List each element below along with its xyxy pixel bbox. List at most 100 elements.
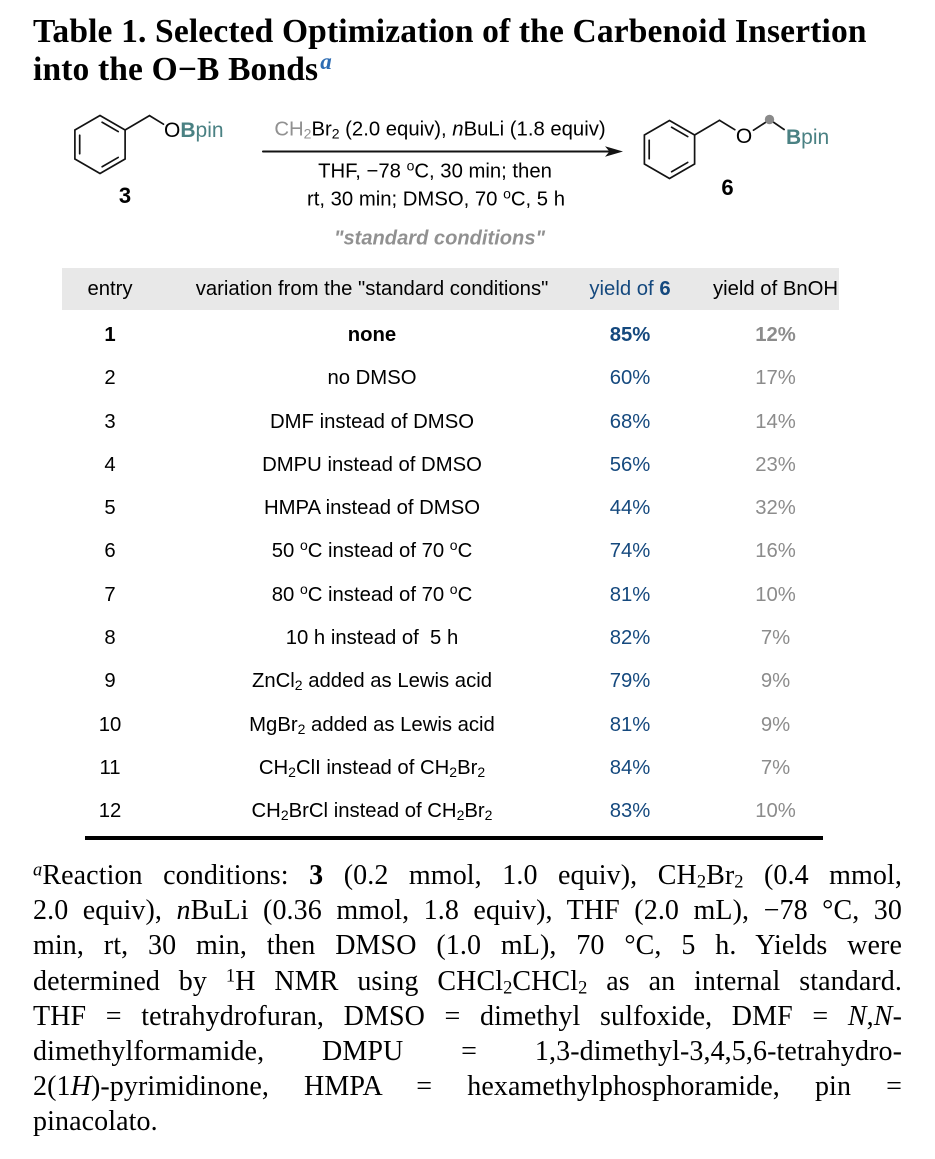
header-yield-6: yield of 6 (589, 278, 671, 300)
reaction-arrow (261, 146, 623, 157)
footnote-line-1: aReaction conditions: 3 (0.2 mmol, 1.0 e… (33, 859, 903, 892)
table-title-line2: into the O−B Bonds (33, 50, 319, 88)
yield-bnoh-cell: 23% (755, 453, 796, 476)
header-entry: entry (87, 278, 133, 300)
arrow-reagents-rest: Br2 (2.0 equiv), nBuLi (1.8 equiv) (311, 118, 606, 142)
entry-cell: 12 (98, 800, 122, 823)
variation-cell: 50 oC instead of 70 oC (271, 537, 473, 563)
table-body: 1 none 85% 12% 2 no DMSO 60% 17% 3 DMF instead of… (0, 314, 935, 834)
reactant-atom-o: O (164, 119, 181, 142)
footnote-line-5: THF = tetrahydrofuran, DMSO = dimethyl s… (33, 1000, 902, 1032)
yield-bnoh-cell: 9% (760, 713, 791, 736)
reactant-atom-b: B (180, 119, 196, 142)
table-bottom-rule (85, 836, 823, 840)
entry-cell: 10 (98, 713, 122, 736)
table-row-entry-5: 5 HMPA instead of DMSO 44% 32% (0, 487, 935, 530)
product-number-label: 6 (721, 175, 734, 200)
variation-cell: no DMSO (327, 367, 417, 390)
variation-cell: 10 h instead of 5 h (285, 627, 459, 650)
yield-6-cell: 68% (609, 410, 651, 433)
entry-cell: 7 (104, 583, 116, 606)
entry-cell: 5 (104, 497, 116, 520)
carbenoid-carbon-dot (764, 114, 775, 125)
arrow-reagents-gray-ch2: CH2 (274, 118, 312, 142)
entry-cell: 3 (104, 410, 116, 433)
yield-6-cell: 60% (609, 367, 651, 390)
yield-6-cell: 82% (609, 627, 651, 650)
product-atom-pin: pin (801, 125, 830, 149)
footnote-line-2: 2.0 equiv), nBuLi (0.36 mmol, 1.8 equiv)… (33, 895, 902, 927)
table-row-entry-11: 11 CH2ClI instead of CH2Br2 84% 7% (0, 747, 935, 790)
table-header-row: entry variation from the "standard condi… (0, 268, 935, 310)
variation-cell: CH2ClI instead of CH2Br2 (258, 756, 486, 781)
entry-cell: 11 (99, 756, 121, 779)
footnote-line-7: 2(1H)-pyrimidinone, HMPA = hexamethylpho… (33, 1071, 902, 1103)
table-header-background (62, 268, 839, 310)
variation-cell: DMF instead of DMSO (270, 410, 474, 433)
product-atom-o: O (735, 125, 753, 148)
yield-6-cell: 74% (609, 540, 651, 563)
header-variation: variation from the "standard conditions" (195, 278, 549, 300)
yield-6-cell: 83% (609, 800, 651, 823)
reactant-obpin-label: OBpin (164, 119, 224, 143)
table-row-entry-3: 3 DMF instead of DMSO 68% 14% (0, 401, 935, 444)
entry-cell: 2 (104, 367, 116, 390)
table-title: Table 1. Selected Optimization of the Ca… (33, 13, 913, 88)
yield-6-cell: 56% (609, 453, 651, 476)
product-bpin-label: Bpin (786, 126, 829, 150)
arrow-conditions-line2: rt, 30 min; DMSO, 70 oC, 5 h (306, 185, 566, 211)
entry-cell: 4 (104, 453, 116, 476)
table-footnote: aReaction conditions: 3 (0.2 mmol, 1.0 e… (33, 858, 902, 1140)
variation-cell: ZnCl2 added as Lewis acid (251, 670, 493, 694)
entry-cell: 8 (104, 627, 116, 650)
yield-6-cell: 81% (609, 713, 651, 736)
table-row-entry-8: 8 10 h instead of 5 h 82% 7% (0, 617, 935, 660)
entry-cell: 6 (104, 540, 116, 563)
table-row-entry-7: 7 80 oC instead of 70 oC 81% 10% (0, 574, 935, 617)
yield-bnoh-cell: 7% (760, 756, 791, 779)
entry-cell: 9 (104, 670, 116, 693)
table-row-entry-6: 6 50 oC instead of 70 oC 74% 16% (0, 530, 935, 573)
table-row-entry-2: 2 no DMSO 60% 17% (0, 357, 935, 400)
yield-bnoh-cell: 10% (755, 800, 796, 823)
yield-bnoh-cell: 16% (755, 540, 796, 563)
standard-conditions-note: "standard conditions" (333, 227, 546, 250)
product-benzene-ring (643, 119, 696, 180)
table-row-entry-9: 9 ZnCl2 added as Lewis acid 79% 9% (0, 660, 935, 703)
variation-cell: none (347, 324, 397, 346)
yield-6-cell: 84% (609, 756, 651, 779)
table-title-footnote-marker: a (320, 48, 332, 74)
yield-bnoh-cell: 17% (755, 367, 796, 390)
footnote-line-4: determined by 1H NMR using CHCl2CHCl2 as… (33, 965, 902, 997)
reactant-ch2-o-bonds (124, 114, 165, 131)
reaction-scheme-drawing (74, 114, 785, 180)
yield-6-cell: 44% (609, 497, 651, 520)
variation-cell: 80 oC instead of 70 oC (271, 580, 473, 606)
footnote-line-3: min, rt, 30 min, then DMSO (1.0 mL), 70 … (33, 930, 902, 962)
reactant-benzene-ring (74, 114, 126, 175)
variation-cell: MgBr2 added as Lewis acid (249, 713, 495, 737)
footnote-line-8: pinacolato. (33, 1106, 158, 1138)
table-row-entry-10: 10 MgBr2 added as Lewis acid 81% 9% (0, 704, 935, 747)
yield-6-cell: 79% (609, 670, 651, 693)
yield-bnoh-cell: 32% (755, 497, 796, 520)
arrow-reagents-text: CH2Br2 (2.0 equiv), nBuLi (1.8 equiv) (274, 119, 605, 142)
variation-cell: CH2BrCl instead of CH2Br2 (251, 800, 493, 824)
yield-6-cell: 81% (609, 583, 651, 606)
product-atom-b: B (786, 125, 802, 149)
table-row-entry-1: 1 none 85% 12% (0, 314, 935, 357)
table-title-line1: Table 1. Selected Optimization of the Ca… (33, 13, 867, 50)
yield-bnoh-cell: 7% (760, 627, 791, 650)
reactant-number-label: 3 (118, 183, 132, 208)
yield-6-cell: 85% (609, 324, 651, 346)
header-yield-bnoh: yield of BnOH (712, 278, 839, 300)
yield-bnoh-cell: 9% (760, 670, 791, 693)
yield-bnoh-cell: 14% (755, 410, 796, 433)
table-row-entry-12: 12 CH2BrCl instead of CH2Br2 83% 10% (0, 790, 935, 833)
variation-cell: DMPU instead of DMSO (262, 453, 482, 476)
variation-cell: HMPA instead of DMSO (263, 497, 481, 520)
reactant-atom-pin: pin (195, 119, 224, 142)
footnote-line-6: dimethylformamide, DMPU = 1,3-dimethyl-3… (33, 1036, 902, 1068)
arrow-conditions-line1: THF, −78 oC, 30 min; then (318, 157, 552, 182)
